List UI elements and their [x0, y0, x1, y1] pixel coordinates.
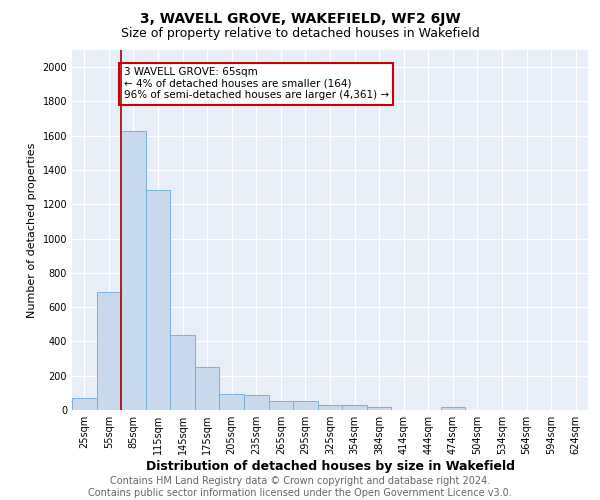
Bar: [244, 394, 269, 410]
Bar: [367, 406, 391, 410]
Text: 3 WAVELL GROVE: 65sqm
← 4% of detached houses are smaller (164)
96% of semi-deta: 3 WAVELL GROVE: 65sqm ← 4% of detached h…: [124, 67, 389, 100]
Bar: [121, 130, 146, 410]
Bar: [269, 402, 293, 410]
Bar: [72, 398, 97, 410]
Bar: [220, 394, 244, 410]
Text: Size of property relative to detached houses in Wakefield: Size of property relative to detached ho…: [121, 28, 479, 40]
Bar: [342, 405, 367, 410]
X-axis label: Distribution of detached houses by size in Wakefield: Distribution of detached houses by size …: [146, 460, 515, 473]
Bar: [440, 406, 465, 410]
Bar: [170, 334, 195, 410]
Y-axis label: Number of detached properties: Number of detached properties: [27, 142, 37, 318]
Bar: [318, 405, 342, 410]
Text: 3, WAVELL GROVE, WAKEFIELD, WF2 6JW: 3, WAVELL GROVE, WAKEFIELD, WF2 6JW: [140, 12, 460, 26]
Bar: [195, 367, 220, 410]
Text: Contains HM Land Registry data © Crown copyright and database right 2024.
Contai: Contains HM Land Registry data © Crown c…: [88, 476, 512, 498]
Bar: [146, 190, 170, 410]
Bar: [97, 292, 121, 410]
Bar: [293, 402, 318, 410]
